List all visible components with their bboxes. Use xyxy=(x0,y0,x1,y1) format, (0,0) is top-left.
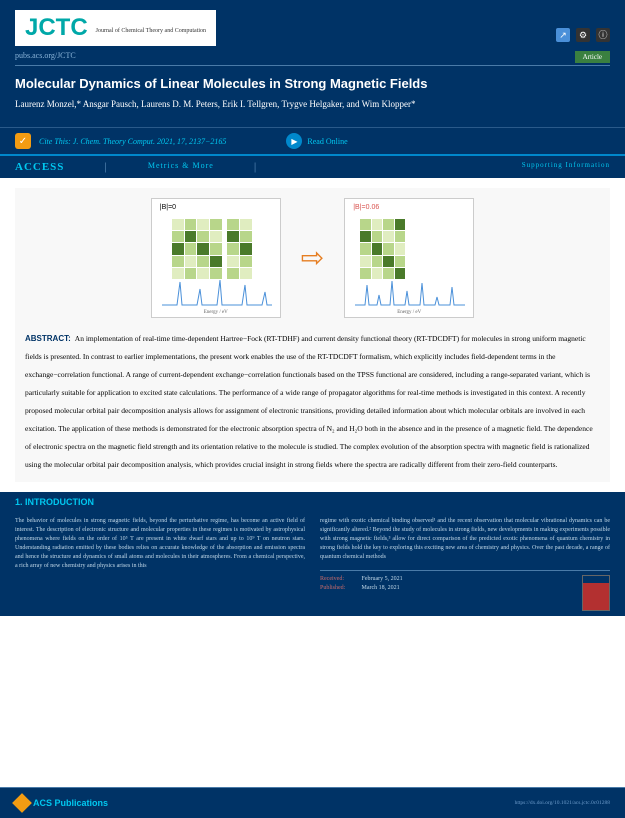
doi-link[interactable]: https://dx.doi.org/10.1021/acs.jctc.0c01… xyxy=(515,800,610,806)
article-type-tag: Article xyxy=(575,51,610,63)
pubs-url[interactable]: pubs.acs.org/JCTC xyxy=(15,51,76,60)
axis-label-left: Energy / eV xyxy=(204,310,228,315)
acs-diamond-icon xyxy=(12,793,32,813)
abstract-figure: |B|=0 Energy / eV xyxy=(25,198,600,318)
journal-logo: JCTC Journal of Chemical Theory and Comp… xyxy=(15,10,216,46)
spectrum-right xyxy=(355,277,465,307)
logo-main: JCTC xyxy=(25,14,88,41)
chart-right-label: |B|=0.06 xyxy=(353,204,379,211)
authors-list: Laurenz Monzel,* Ansgar Pausch, Laurens … xyxy=(15,99,610,109)
divider: | xyxy=(254,161,257,173)
published-date: March 18, 2021 xyxy=(362,585,400,591)
section-heading: 1. INTRODUCTION xyxy=(15,497,610,507)
access-label[interactable]: ACCESS xyxy=(15,161,64,173)
journal-cover-thumb xyxy=(582,575,610,611)
acs-text: ACS Publications xyxy=(33,798,108,808)
cite-badge-icon[interactable]: ✓ xyxy=(15,133,31,149)
publication-dates: Received: February 5, 2021 Published: Ma… xyxy=(320,570,610,593)
heatmap-left xyxy=(172,219,222,279)
body-column-right: regime with exotic chemical binding obse… xyxy=(320,517,610,611)
published-label: Published: xyxy=(320,584,360,593)
divider: | xyxy=(104,161,107,173)
body-column-left: The behavior of molecules in strong magn… xyxy=(15,517,305,611)
logo-subtitle: Journal of Chemical Theory and Computati… xyxy=(96,28,206,34)
info-icon[interactable]: ⓘ xyxy=(596,28,610,42)
header-icons: ↗ ⚙ ⓘ xyxy=(554,25,610,43)
abstract-chart-right: |B|=0.06 Energy / eV xyxy=(344,198,474,318)
chart-left-label: |B|=0 xyxy=(160,204,176,211)
share-icon[interactable]: ↗ xyxy=(556,28,570,42)
axis-label-right: Energy / eV xyxy=(397,310,421,315)
settings-icon[interactable]: ⚙ xyxy=(576,28,590,42)
citation-text: Cite This: J. Chem. Theory Comput. 2021,… xyxy=(39,137,226,146)
si-link[interactable]: Supporting Information xyxy=(297,161,610,173)
abstract-text: An implementation of real-time time-depe… xyxy=(25,334,593,469)
acs-publications-logo: ACS Publications xyxy=(15,796,108,810)
metrics-link[interactable]: Metrics & More xyxy=(148,161,214,173)
spectrum-left xyxy=(162,277,272,307)
received-label: Received: xyxy=(320,575,360,584)
arrow-icon: ⇨ xyxy=(301,241,324,275)
article-title: Molecular Dynamics of Linear Molecules i… xyxy=(15,76,610,91)
heatmap-right xyxy=(360,219,405,279)
received-date: February 5, 2021 xyxy=(362,576,403,582)
abstract-label: ABSTRACT: xyxy=(25,334,71,343)
abstract-paragraph: ABSTRACT: An implementation of real-time… xyxy=(25,328,600,472)
heatmap-left-2 xyxy=(227,219,252,279)
read-online-icon[interactable]: ▶ xyxy=(286,133,302,149)
abstract-chart-left: |B|=0 Energy / eV xyxy=(151,198,281,318)
read-online-link[interactable]: Read Online xyxy=(307,137,347,146)
